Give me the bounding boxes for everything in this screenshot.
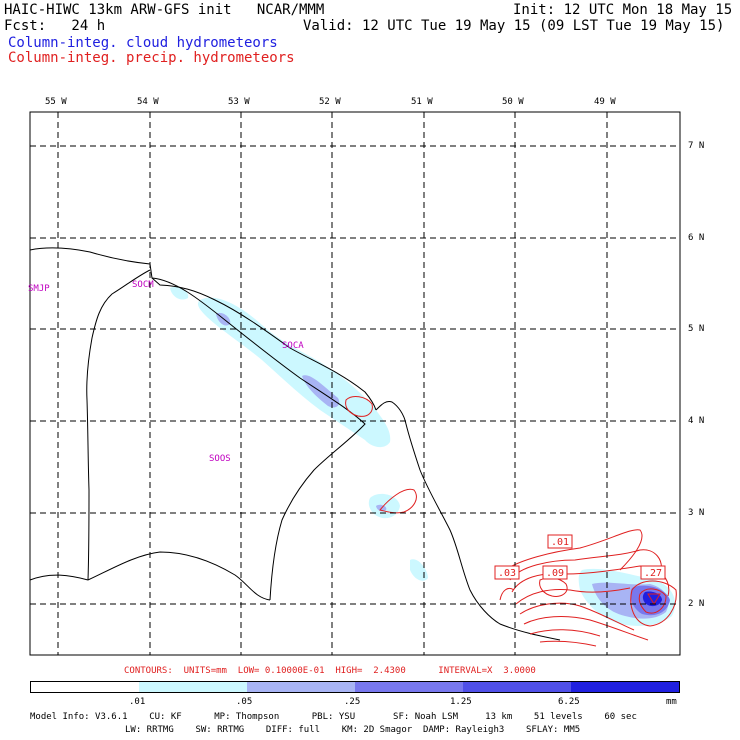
coastlines: [29, 247, 561, 641]
scale-segment: [139, 682, 247, 692]
lon-label: 50 W: [502, 97, 524, 107]
station-label: SOCA: [282, 341, 304, 351]
model-info-line2: LW: RRTMG SW: RRTMG DIFF: full KM: 2D Sm…: [125, 725, 581, 735]
contour-label: .01: [551, 537, 569, 548]
contour-label: .27: [644, 568, 662, 579]
scale-label: .25: [344, 697, 361, 707]
precip-contours: [345, 396, 677, 647]
contour-label-boxes: [494, 534, 666, 580]
station-label: SOCM: [132, 280, 154, 290]
lon-label: 51 W: [411, 97, 433, 107]
scale-unit: mm: [666, 697, 677, 707]
scale-segment: [31, 682, 139, 692]
lon-label: 49 W: [594, 97, 616, 107]
scale-label: 1.25: [450, 697, 472, 707]
lon-label: 54 W: [137, 97, 159, 107]
forecast-hour: Fcst: 24 h: [4, 18, 106, 34]
scale-segment: [463, 682, 571, 692]
lat-label: 6 N: [688, 233, 705, 243]
init-time: Init: 12 UTC Mon 18 May 15: [513, 2, 733, 18]
lat-label: 2 N: [688, 599, 705, 609]
scale-label: 6.25: [558, 697, 580, 707]
scale-segment: [355, 682, 463, 692]
scale-label: .05: [236, 697, 253, 707]
scale-segment: [571, 682, 679, 692]
lon-label: 52 W: [319, 97, 341, 107]
lat-label: 3 N: [688, 508, 705, 518]
cloud-legend: Column-integ. cloud hydrometeors: [8, 35, 278, 51]
scale-segment: [247, 682, 355, 692]
contour-label: .09: [546, 568, 564, 579]
station-label: SMJP: [28, 284, 50, 294]
model-info-line1: Model Info: V3.6.1 CU: KF MP: Thompson P…: [30, 712, 637, 722]
lon-label: 53 W: [228, 97, 250, 107]
cloud-hydrometeor-shading: [170, 286, 676, 626]
contour-labels: .01 .03 .09 .27: [498, 537, 662, 579]
lat-label: 7 N: [688, 141, 705, 151]
lon-label: 55 W: [45, 97, 67, 107]
color-scale-bar: [30, 681, 680, 693]
scale-label: .01: [129, 697, 146, 707]
contours-info: CONTOURS: UNITS=mm LOW= 0.10000E-01 HIGH…: [124, 666, 536, 676]
graticule: [30, 112, 680, 655]
station-label: SOOS: [209, 454, 231, 464]
map-frame: [29, 111, 681, 656]
valid-time: Valid: 12 UTC Tue 19 May 15 (09 LST Tue …: [303, 18, 725, 34]
lat-label: 5 N: [688, 324, 705, 334]
lat-label: 4 N: [688, 416, 705, 426]
contour-label: .03: [498, 568, 516, 579]
precip-legend: Column-integ. precip. hydrometeors: [8, 50, 295, 66]
map-title: HAIC-HIWC 13km ARW-GFS init NCAR/MMM: [4, 2, 325, 18]
